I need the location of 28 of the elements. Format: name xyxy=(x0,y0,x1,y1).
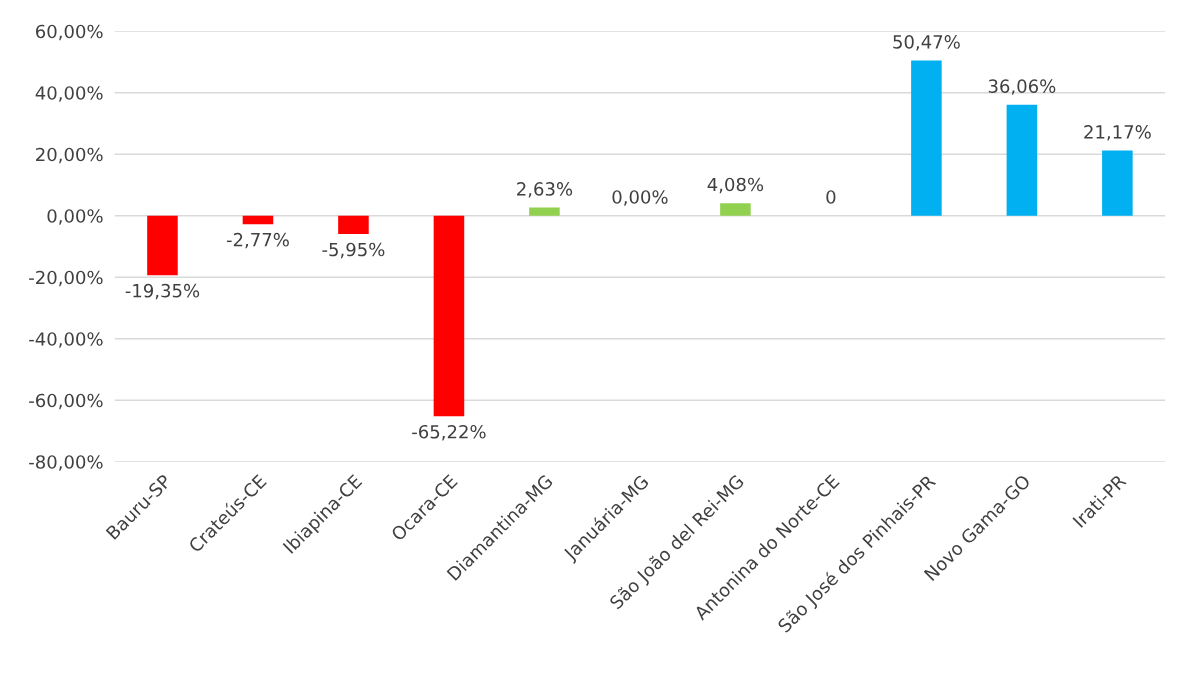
data-label: -65,22% xyxy=(412,424,486,441)
data-label: 0 xyxy=(826,190,836,204)
y-tick-label: 60,00% xyxy=(36,24,103,41)
y-tick-label: 0,00% xyxy=(47,209,103,225)
data-label: 4,08% xyxy=(707,177,764,194)
bar xyxy=(720,203,751,216)
y-tick-label: 40,00% xyxy=(35,86,103,102)
y-tick-label: -40,00% xyxy=(29,332,103,348)
bar xyxy=(242,215,274,225)
data-label: -2,77% xyxy=(226,232,289,249)
data-label: 36,06% xyxy=(988,79,1056,95)
data-label: 0,00% xyxy=(612,190,668,206)
y-tick-label: 20,00% xyxy=(36,147,103,164)
bar xyxy=(1102,150,1133,216)
bar xyxy=(1006,104,1038,216)
data-label: -19,35% xyxy=(125,283,200,300)
data-label: -5,95% xyxy=(322,242,385,259)
bar xyxy=(529,207,560,216)
bar xyxy=(433,215,465,417)
bar xyxy=(911,60,942,216)
data-label: 21,17% xyxy=(1084,125,1151,141)
y-tick-label: -80,00% xyxy=(29,455,103,471)
bar xyxy=(147,215,178,276)
data-label: 50,47% xyxy=(893,35,960,51)
data-label: 2,63% xyxy=(517,182,573,198)
bar xyxy=(338,215,369,234)
y-tick-label: -60,00% xyxy=(29,393,103,410)
y-tick-label: -20,00% xyxy=(29,270,103,287)
